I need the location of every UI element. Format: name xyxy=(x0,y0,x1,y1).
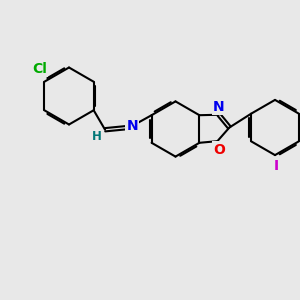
Text: N: N xyxy=(126,119,138,133)
Text: N: N xyxy=(213,100,225,114)
Text: Cl: Cl xyxy=(32,62,47,76)
Text: H: H xyxy=(92,130,102,143)
Text: I: I xyxy=(274,160,279,173)
Text: O: O xyxy=(213,142,225,157)
